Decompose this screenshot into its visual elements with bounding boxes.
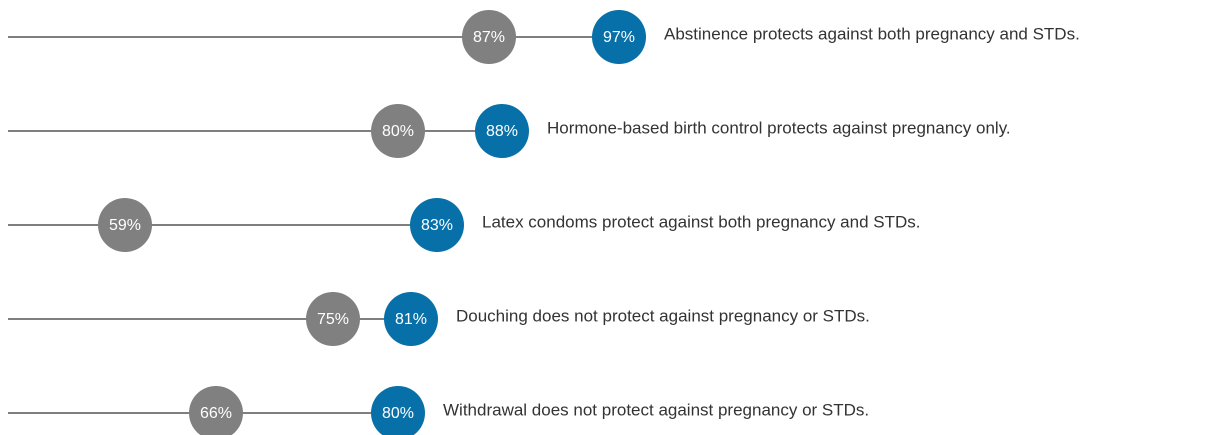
row-label: Withdrawal does not protect against preg…: [443, 400, 869, 419]
row-label: Douching does not protect against pregna…: [456, 306, 870, 325]
row-label: Abstinence protects against both pregnan…: [664, 24, 1080, 43]
dot-label: 66%: [200, 405, 232, 422]
dot: [371, 386, 425, 435]
dot-label: 88%: [486, 123, 518, 140]
dot-label: 81%: [395, 311, 427, 328]
dot: [189, 386, 243, 435]
dot: [98, 198, 152, 252]
dot: [462, 10, 516, 64]
dot: [475, 104, 529, 158]
dot-label: 59%: [109, 217, 141, 234]
dot: [592, 10, 646, 64]
dot: [306, 292, 360, 346]
dot: [371, 104, 425, 158]
row-label: Hormone-based birth control protects aga…: [547, 118, 1011, 137]
dot-label: 97%: [603, 29, 635, 46]
dot-label: 75%: [317, 311, 349, 328]
dot: [384, 292, 438, 346]
dot-label: 83%: [421, 217, 453, 234]
dot-label: 80%: [382, 405, 414, 422]
dot-label: 87%: [473, 29, 505, 46]
row-label: Latex condoms protect against both pregn…: [482, 212, 920, 231]
dot: [410, 198, 464, 252]
dot-label: 80%: [382, 123, 414, 140]
